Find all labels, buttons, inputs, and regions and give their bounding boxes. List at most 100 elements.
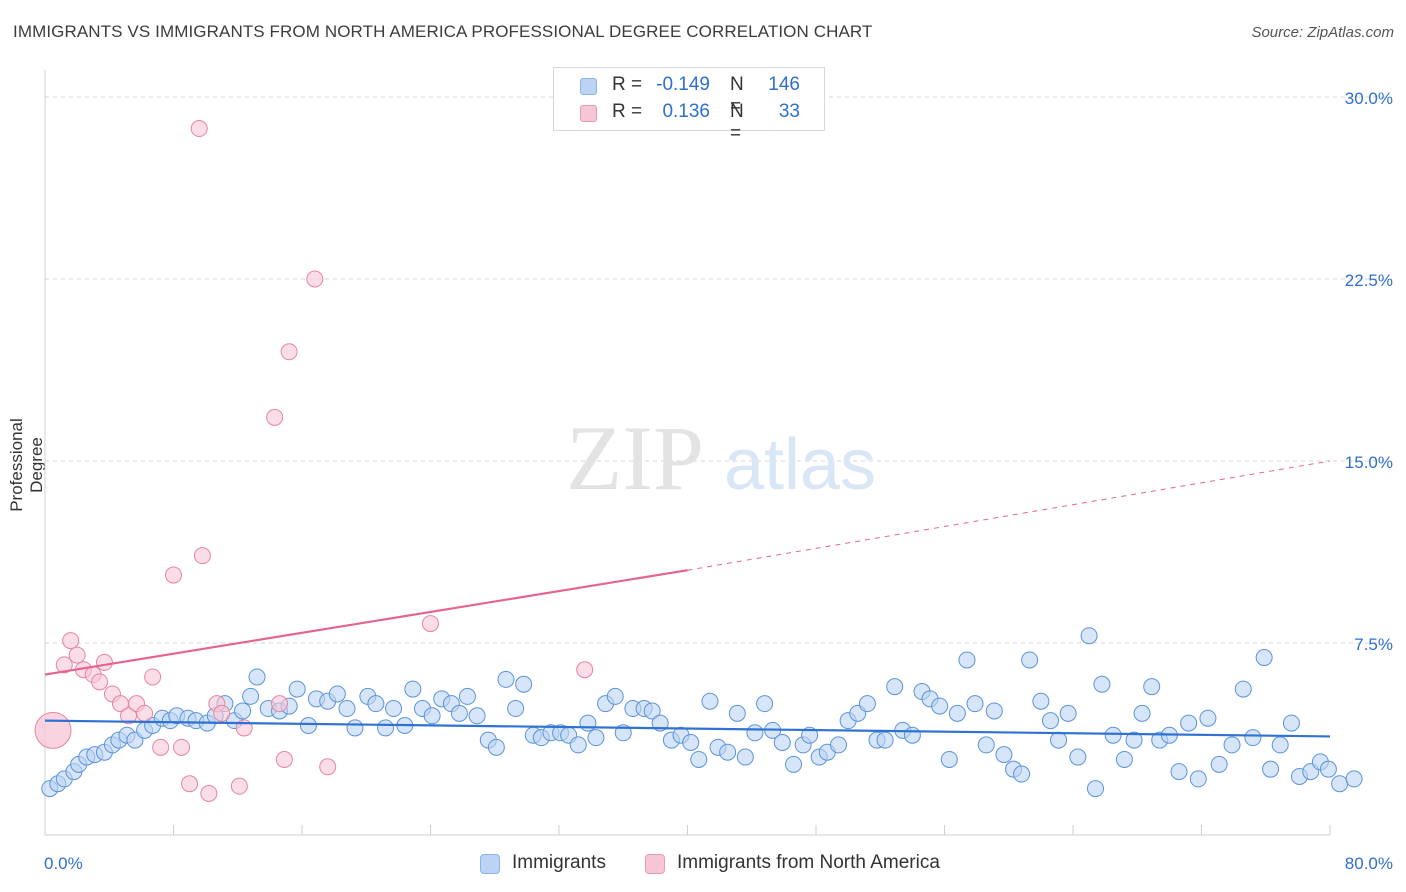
point-north-america [576, 661, 594, 679]
point-immigrants [886, 678, 904, 696]
point-north-america [136, 704, 154, 722]
point-immigrants [903, 726, 921, 744]
source-label: Source: ZipAtlas.com [1251, 24, 1394, 41]
point-immigrants [1143, 678, 1161, 696]
point-immigrants [876, 731, 894, 749]
point-north-america [275, 750, 293, 768]
point-north-america [193, 547, 211, 565]
point-immigrants [1059, 704, 1077, 722]
x-tick-label: 80.0% [1345, 854, 1393, 873]
legend-r-label: R = [612, 74, 643, 95]
y-tick-label: 30.0% [1345, 89, 1393, 108]
point-immigrants [569, 736, 587, 754]
point-immigrants [1013, 765, 1031, 783]
point-immigrants [858, 695, 876, 713]
point-north-america [144, 668, 162, 686]
legend-n-label: N = [730, 101, 744, 144]
point-immigrants [1104, 726, 1122, 744]
trend-line-north-america [44, 569, 688, 676]
point-immigrants [458, 687, 476, 705]
point-immigrants [701, 692, 719, 710]
point-immigrants [515, 675, 533, 693]
tick-labels: 7.5% 15.0% 22.5% 30.0% 0.0% 80.0% [44, 89, 1393, 873]
point-immigrants [1086, 780, 1104, 798]
legend-label-immigrants: Immigrants [512, 852, 606, 873]
point-immigrants [719, 743, 737, 761]
point-immigrants [1042, 712, 1060, 730]
point-north-america [152, 738, 170, 756]
point-north-america [280, 343, 298, 361]
point-immigrants [736, 748, 754, 766]
point-immigrants [1244, 729, 1262, 747]
point-immigrants [985, 702, 1003, 720]
point-immigrants [1271, 736, 1289, 754]
point-immigrants [746, 724, 764, 742]
point-immigrants [785, 755, 803, 773]
point-immigrants [404, 680, 422, 698]
point-immigrants [487, 738, 505, 756]
point-immigrants [948, 704, 966, 722]
point-immigrants [801, 726, 819, 744]
point-immigrants [756, 695, 774, 713]
gridlines [45, 96, 1390, 644]
point-north-america [306, 270, 324, 288]
point-immigrants [338, 700, 356, 718]
point-north-america [62, 632, 80, 650]
point-immigrants [288, 680, 306, 698]
point-immigrants [423, 707, 441, 725]
point-north-america [55, 656, 73, 674]
stats-legend: R = -0.149 N = 146 R = 0.136 N = 33 [553, 67, 825, 144]
point-north-america [319, 758, 337, 776]
point-immigrants [242, 687, 260, 705]
point-north-america [190, 120, 208, 138]
point-immigrants [1189, 770, 1207, 788]
trend-line-immigrants [44, 719, 1331, 738]
legend-label-north-america: Immigrants from North America [677, 852, 940, 873]
trend-line-north-america-extension [687, 460, 1331, 571]
point-immigrants [1021, 651, 1039, 669]
point-north-america [181, 775, 199, 793]
point-north-america [200, 784, 218, 802]
point-immigrants [1050, 731, 1068, 749]
point-immigrants [1133, 704, 1151, 722]
point-immigrants [995, 746, 1013, 764]
point-immigrants [1199, 709, 1217, 727]
point-immigrants [1262, 760, 1280, 778]
legend-r-value: 0.136 [662, 101, 710, 122]
y-tick-label: 22.5% [1345, 271, 1393, 290]
point-immigrants [367, 695, 385, 713]
legend-r-label: R = [612, 101, 643, 122]
point-immigrants [450, 704, 468, 722]
point-immigrants [1032, 692, 1050, 710]
point-immigrants [977, 736, 995, 754]
point-north-america [230, 777, 248, 795]
point-immigrants [931, 697, 949, 715]
legend-r-value: -0.149 [656, 74, 710, 95]
point-north-america [34, 711, 72, 749]
point-immigrants [1125, 731, 1143, 749]
point-immigrants [728, 704, 746, 722]
point-immigrants [958, 651, 976, 669]
point-immigrants [1331, 775, 1349, 793]
point-immigrants [690, 750, 708, 768]
point-immigrants [1170, 763, 1188, 781]
point-north-america [68, 646, 86, 664]
point-immigrants [966, 695, 984, 713]
point-immigrants [829, 736, 847, 754]
trend-lines [44, 460, 1331, 738]
point-immigrants [1255, 649, 1273, 667]
point-north-america [271, 695, 289, 713]
point-immigrants [1234, 680, 1252, 698]
legend-swatch-north-america [580, 105, 597, 122]
point-immigrants [1093, 675, 1111, 693]
point-immigrants [377, 719, 395, 737]
point-north-america [165, 566, 182, 584]
point-immigrants [940, 750, 958, 768]
point-immigrants [328, 685, 346, 703]
point-immigrants [587, 729, 605, 747]
y-tick-label: 7.5% [1354, 635, 1393, 654]
legend-n-value: 33 [778, 101, 800, 122]
watermark-atlas: atlas [724, 425, 876, 505]
point-immigrants [346, 719, 364, 737]
